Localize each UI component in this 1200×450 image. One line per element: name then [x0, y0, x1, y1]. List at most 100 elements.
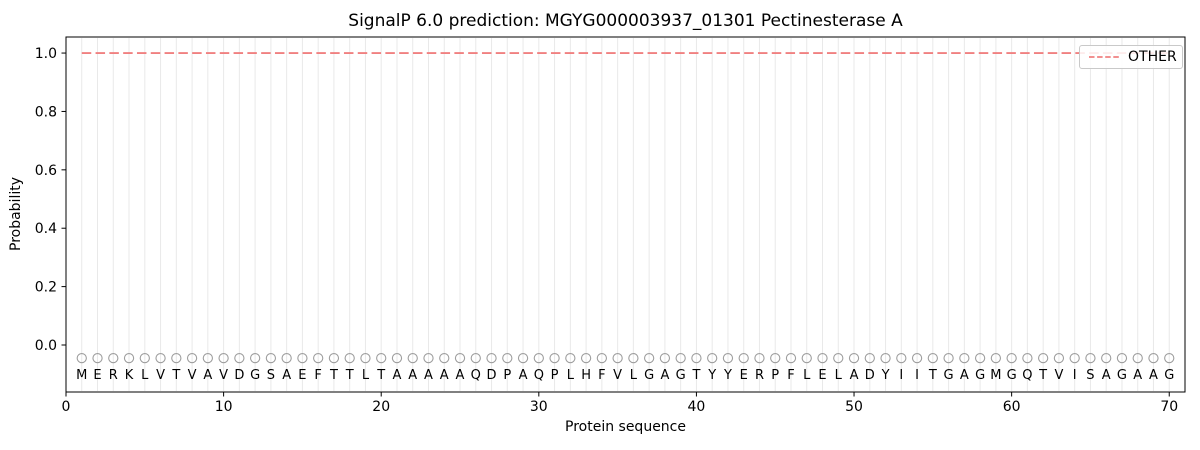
x-tick-label: 20	[372, 399, 390, 415]
x-tick-label: 40	[688, 399, 706, 415]
residue-letter: A	[660, 368, 669, 383]
residue-marker-circle	[439, 352, 450, 364]
residue-letter: A	[424, 368, 433, 383]
y-tick-label: 0.8	[35, 104, 57, 120]
residue-marker-circle	[911, 352, 923, 364]
residue-marker-circle	[202, 352, 213, 364]
residue-letter: V	[613, 368, 622, 383]
residue-letter: I	[899, 368, 903, 383]
residue-marker-circle	[628, 352, 639, 364]
residue-marker-circle	[344, 352, 355, 364]
residue-letter: A	[408, 368, 417, 383]
residue-marker-circle	[612, 352, 623, 364]
legend-other-label: OTHER	[1128, 48, 1177, 65]
residue-letter: A	[1149, 368, 1158, 383]
residue-marker-circle	[1053, 352, 1065, 364]
residue-marker-circle	[848, 352, 860, 364]
residue-marker-circle	[801, 352, 812, 364]
residue-marker-circle	[565, 352, 576, 364]
residue-letter: G	[1117, 368, 1127, 383]
residue-marker-circle	[722, 352, 734, 364]
residue-letter: L	[567, 368, 575, 383]
residue-marker-circle	[139, 352, 150, 364]
residue-letter: A	[393, 368, 402, 383]
residue-letter: A	[1133, 368, 1142, 383]
residue-marker-circle	[1164, 352, 1175, 364]
residue-marker-circle	[249, 352, 261, 364]
residue-marker-circle	[707, 352, 718, 364]
residue-letter: A	[850, 368, 859, 383]
residue-letter: F	[598, 368, 605, 383]
residue-marker-circle	[817, 352, 828, 364]
residue-marker-circle	[1085, 352, 1096, 364]
residue-letter: G	[644, 368, 654, 383]
residue-letter: T	[928, 368, 937, 383]
residue-letter: G	[250, 368, 260, 383]
residue-marker-circle	[675, 352, 686, 364]
residue-letter: T	[171, 368, 180, 383]
residue-letter: F	[314, 368, 321, 383]
residue-letter: G	[1164, 368, 1174, 383]
residue-letter: D	[865, 368, 875, 383]
residue-marker-circle	[1038, 352, 1049, 364]
residue-letter: A	[440, 368, 449, 383]
residue-marker-circle	[596, 352, 608, 364]
x-tick-label: 0	[62, 399, 71, 415]
residue-marker-circle	[974, 352, 986, 364]
residue-marker-circle	[218, 352, 229, 364]
residue-letter: E	[818, 368, 826, 383]
residue-marker-circle	[754, 352, 765, 364]
residue-letter: A	[456, 368, 465, 383]
residue-marker-circle	[502, 352, 513, 364]
residue-letter: P	[771, 368, 779, 383]
residue-letter: Y	[707, 368, 716, 383]
residue-marker-circle	[943, 352, 954, 364]
residue-marker-circle	[959, 352, 970, 364]
residue-letter: D	[487, 368, 497, 383]
residue-marker-circle	[927, 352, 938, 364]
residue-marker-circle	[76, 352, 87, 364]
y-tick-label: 0.2	[35, 280, 57, 296]
residue-marker-circle	[643, 352, 655, 364]
residue-marker-circle	[1101, 352, 1112, 364]
residue-letter: V	[188, 368, 197, 383]
residue-marker-circle	[785, 352, 797, 364]
x-tick-label: 50	[845, 399, 863, 415]
residue-letter: T	[345, 368, 354, 383]
residue-letter: I	[915, 368, 919, 383]
residue-letter: E	[93, 368, 101, 383]
residue-letter: A	[960, 368, 969, 383]
residue-letter: G	[1007, 368, 1017, 383]
residue-marker-circle	[391, 352, 403, 364]
residue-marker-circle	[297, 352, 308, 364]
residue-letter: E	[298, 368, 306, 383]
residue-marker-circle	[896, 352, 907, 364]
residue-letter: T	[376, 368, 385, 383]
residue-letter: L	[141, 368, 149, 383]
x-tick-label: 30	[530, 399, 548, 415]
residue-letter: E	[740, 368, 748, 383]
residue-letter: R	[755, 368, 764, 383]
y-tick-label: 0.0	[35, 338, 57, 354]
residue-letter: G	[944, 368, 954, 383]
residue-letter: Q	[534, 368, 544, 383]
residue-letter: G	[676, 368, 686, 383]
y-tick-label: 0.4	[35, 221, 57, 237]
residue-marker-circle	[549, 352, 560, 364]
residue-letter: A	[203, 368, 212, 383]
residue-marker-circle	[281, 352, 292, 364]
residue-letter: V	[156, 368, 165, 383]
residue-marker-circle	[1006, 352, 1017, 364]
residue-letter: T	[691, 368, 700, 383]
residue-letter: S	[267, 368, 275, 383]
residue-marker-circle	[691, 352, 702, 364]
residue-letter: Q	[471, 368, 481, 383]
residue-letter: M	[76, 368, 87, 383]
residue-letter: S	[1086, 368, 1094, 383]
residue-marker-circle	[376, 352, 387, 364]
y-tick-label: 1.0	[35, 46, 57, 62]
residue-letter: H	[581, 368, 591, 383]
residue-letter: V	[219, 368, 228, 383]
residue-letter: F	[787, 368, 794, 383]
